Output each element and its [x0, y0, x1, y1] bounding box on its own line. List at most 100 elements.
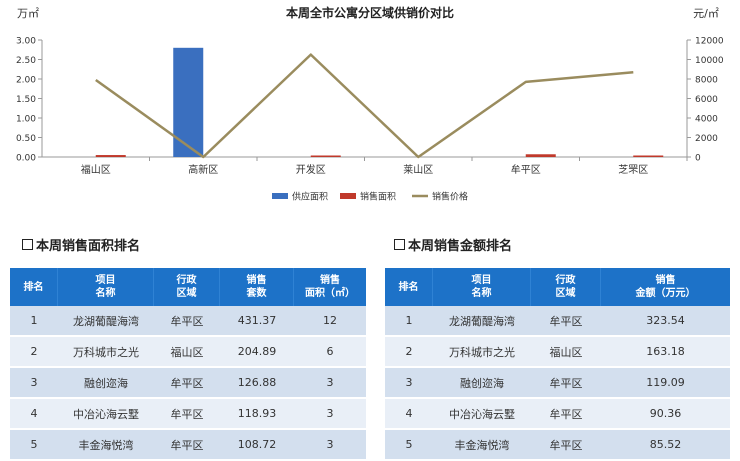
bar-supply-area [173, 47, 204, 157]
table-row: 5 丰金海悦湾 牟平区 85.52 [385, 430, 730, 461]
column-header-text: 行政 [176, 275, 197, 286]
table-row: 2 万科城市之光 福山区 163.18 [385, 337, 730, 368]
table-cell: 85.52 [601, 430, 730, 461]
amount-rank-table: 排名 项目 名称 行政 区域 销售 金额（万元） 1 龙湖葡醍海湾 牟平区 323.54 2 万科城市之… [385, 268, 730, 461]
x-tick-label: 芝罘区 [618, 163, 648, 176]
right-tick-label: 10000 [695, 56, 724, 66]
right-tick-label: 4000 [695, 115, 718, 125]
table-cell: 5 [385, 430, 433, 461]
table-cell: 2 [10, 337, 58, 368]
column-header: 项目 名称 [58, 268, 154, 306]
area-rank-title-text: 本周销售面积排名 [36, 239, 141, 254]
table-cell: 3 [294, 430, 366, 461]
amount-rank-title-text: 本周销售金额排名 [408, 239, 513, 254]
left-tick-label: 1.50 [16, 95, 36, 105]
table-row: 4 中冶沁海云墅 牟平区 118.93 3 [10, 399, 366, 430]
left-tick-label: 0.50 [16, 134, 36, 144]
table-cell: 204.89 [220, 337, 294, 368]
right-tick-label: 2000 [695, 134, 718, 144]
table-cell: 119.09 [601, 368, 730, 399]
left-tick-label: 2.50 [16, 56, 36, 66]
table-cell: 108.72 [220, 430, 294, 461]
x-tick-label: 开发区 [296, 163, 326, 176]
column-header: 销售 套数 [220, 268, 294, 306]
table-cell: 2 [385, 337, 433, 368]
area-rank-title: 本周销售面积排名 [22, 235, 140, 254]
table-cell: 牟平区 [531, 306, 601, 337]
legend-label: 销售价格 [432, 191, 468, 203]
table-cell: 牟平区 [154, 430, 220, 461]
table-row: 3 融创迩海 牟平区 126.88 3 [10, 368, 366, 399]
square-bullet-icon [394, 239, 405, 250]
table-cell: 融创迩海 [433, 368, 531, 399]
table-cell: 12 [294, 306, 366, 337]
legend-swatch-bar [272, 193, 288, 199]
table-cell: 1 [10, 306, 58, 337]
table-row: 1 龙湖葡醍海湾 牟平区 431.37 12 [10, 306, 366, 337]
table-cell: 3 [294, 368, 366, 399]
column-header: 项目 名称 [433, 268, 531, 306]
right-tick-label: 0 [695, 154, 701, 164]
x-tick-label: 福山区 [81, 163, 111, 176]
table-cell: 牟平区 [154, 399, 220, 430]
table-cell: 中冶沁海云墅 [58, 399, 154, 430]
table-cell: 丰金海悦湾 [58, 430, 154, 461]
table-cell: 6 [294, 337, 366, 368]
x-tick-label: 牟平区 [511, 163, 541, 176]
table-cell: 126.88 [220, 368, 294, 399]
column-header-text: 面积（㎡） [305, 288, 355, 299]
amount-rank-title: 本周销售金额排名 [394, 235, 512, 254]
table-cell: 90.36 [601, 399, 730, 430]
table-cell: 118.93 [220, 399, 294, 430]
table-cell: 龙湖葡醍海湾 [433, 306, 531, 337]
table-cell: 福山区 [531, 337, 601, 368]
column-header: 行政 区域 [531, 268, 601, 306]
column-header-text: 名称 [471, 288, 492, 299]
column-header-text: 销售 [655, 275, 676, 286]
column-header-text: 区域 [176, 288, 197, 299]
left-tick-label: 1.00 [16, 115, 36, 125]
legend-swatch-bar [340, 193, 356, 199]
table-cell: 万科城市之光 [58, 337, 154, 368]
table-cell: 163.18 [601, 337, 730, 368]
table-cell: 龙湖葡醍海湾 [58, 306, 154, 337]
column-header: 排名 [385, 268, 433, 306]
table-cell: 牟平区 [531, 430, 601, 461]
left-tick-label: 0.00 [16, 154, 36, 164]
table-cell: 丰金海悦湾 [433, 430, 531, 461]
bar-sales-area [633, 155, 664, 157]
table-cell: 牟平区 [531, 399, 601, 430]
right-tick-label: 12000 [695, 37, 724, 47]
column-header: 行政 区域 [154, 268, 220, 306]
left-axis-unit: 万㎡ [17, 7, 39, 20]
table-row: 4 中冶沁海云墅 牟平区 90.36 [385, 399, 730, 430]
table-row: 1 龙湖葡醍海湾 牟平区 323.54 [385, 306, 730, 337]
column-header-text: 项目 [471, 275, 492, 286]
right-tick-label: 6000 [695, 95, 718, 105]
x-tick-label: 莱山区 [403, 164, 433, 176]
chart-title: 本周全市公寓分区域供销价对比 [286, 5, 454, 20]
table-cell: 431.37 [220, 306, 294, 337]
column-header-text: 排名 [398, 281, 419, 293]
left-tick-label: 3.00 [16, 37, 36, 47]
right-tick-label: 8000 [695, 76, 718, 86]
square-bullet-icon [22, 239, 33, 250]
column-header: 销售 面积（㎡） [294, 268, 366, 306]
column-header: 排名 [10, 268, 58, 306]
table-cell: 中冶沁海云墅 [433, 399, 531, 430]
table-cell: 3 [10, 368, 58, 399]
column-header-text: 项目 [95, 275, 116, 286]
column-header-text: 排名 [23, 281, 44, 293]
table-row: 5 丰金海悦湾 牟平区 108.72 3 [10, 430, 366, 461]
table-cell: 4 [385, 399, 433, 430]
legend-label: 销售面积 [360, 191, 396, 203]
bar-sales-area [525, 154, 556, 157]
table-cell: 融创迩海 [58, 368, 154, 399]
column-header-text: 行政 [555, 275, 576, 286]
table-cell: 5 [10, 430, 58, 461]
table-cell: 牟平区 [154, 368, 220, 399]
table-cell: 牟平区 [154, 306, 220, 337]
bar-sales-area [310, 155, 341, 157]
table-cell: 福山区 [154, 337, 220, 368]
left-tick-label: 2.00 [16, 76, 36, 86]
